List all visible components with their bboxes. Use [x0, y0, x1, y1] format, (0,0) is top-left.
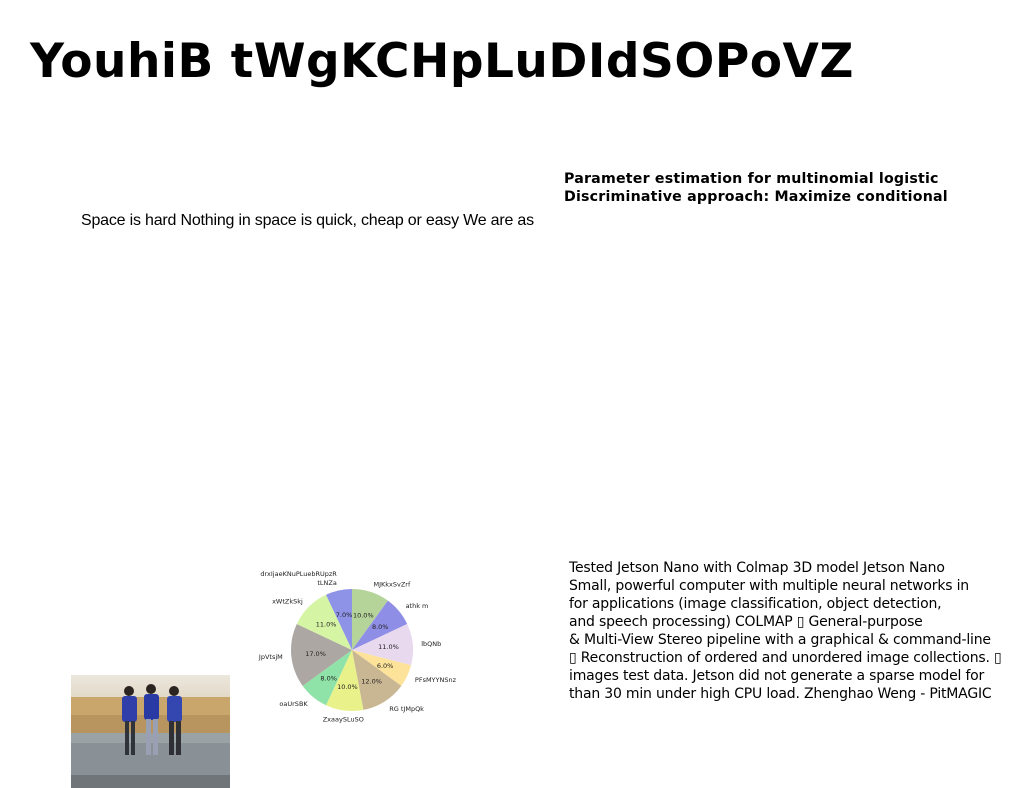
pie-slice — [352, 600, 408, 650]
pie-slice-label: PFsMYYNSnz — [415, 676, 457, 684]
pie-slice-label: oaUrSBK — [279, 700, 308, 708]
photo-people-at-wall — [71, 675, 230, 788]
right-heading: Parameter estimation for multinomial log… — [564, 170, 948, 206]
body-line: Small, powerful computer with multiple n… — [569, 578, 969, 594]
pie-slice — [326, 650, 364, 711]
pie-slice-percent: 7.0% — [336, 611, 353, 619]
pie-slice-label: drxIjaeKNuPLuebRUpzR tLNZa — [260, 570, 337, 587]
pie-slice-percent: 8.0% — [320, 675, 337, 683]
pie-slice-percent: 11.0% — [378, 643, 399, 651]
pie-slice-label: MJKkxSvZrf — [373, 580, 410, 588]
body-line: for applications (image classification, … — [569, 596, 942, 612]
body-line: than 30 min under high CPU load. Zhengha… — [569, 686, 992, 702]
body-line: ▯ Reconstruction of ordered and unordere… — [569, 650, 1002, 666]
pie-slice-percent: 12.0% — [361, 677, 382, 685]
body-line: Tested Jetson Nano with Colmap 3D model … — [569, 560, 945, 576]
body-line: images test data. Jetson did not generat… — [569, 668, 985, 684]
pie-slice — [326, 589, 352, 650]
pie-slice-percent: 6.0% — [377, 662, 394, 670]
pie-slice-label: xWtZkSkj — [272, 597, 303, 605]
pie-slice — [352, 589, 388, 650]
pie-slice — [352, 650, 402, 710]
body-line: and speech processing) COLMAP ▯ General-… — [569, 614, 923, 630]
pie-slice-label: lbQNb — [421, 640, 441, 648]
pie-slice — [352, 650, 412, 686]
pie-slice — [291, 624, 352, 686]
pie-slice-percent: 11.0% — [316, 621, 337, 629]
right-heading-line: Parameter estimation for multinomial log… — [564, 171, 939, 187]
pie-slice — [352, 624, 413, 666]
pie-slice — [296, 594, 352, 650]
photo-image — [71, 675, 230, 788]
pie-slice-percent: 10.0% — [353, 612, 374, 620]
pie-slice-label: ZxaaySLuSO — [323, 715, 364, 723]
pie-slice-percent: 10.0% — [337, 683, 358, 691]
pie-chart: 10.0% MJKkxSvZrf 8.0% athk m 11.0% lbQNb 6.0% P… — [250, 545, 470, 750]
pie-slice — [302, 650, 352, 706]
right-heading-line: Discriminative approach: Maximize condit… — [564, 189, 948, 205]
pie-slice-label: JpVtsjM — [258, 653, 283, 661]
pie-slice-percent: 8.0% — [372, 623, 389, 631]
pie-slice-label: RG tJMpQk — [389, 705, 424, 713]
right-body-text: Tested Jetson Nano with Colmap 3D model … — [569, 559, 1021, 703]
left-text-block: Space is hard Nothing in space is quick,… — [81, 212, 534, 229]
pie-slice-label: athk m — [406, 602, 429, 610]
page-title: YouhiB tWgKCHpLuDIdSOPoVZ — [30, 34, 855, 89]
pie-chart-svg: 10.0% MJKkxSvZrf 8.0% athk m 11.0% lbQNb 6.0% P… — [258, 570, 457, 723]
body-line: & Multi-View Stereo pipeline with a grap… — [569, 632, 991, 648]
pie-slice-percent: 17.0% — [305, 650, 326, 658]
